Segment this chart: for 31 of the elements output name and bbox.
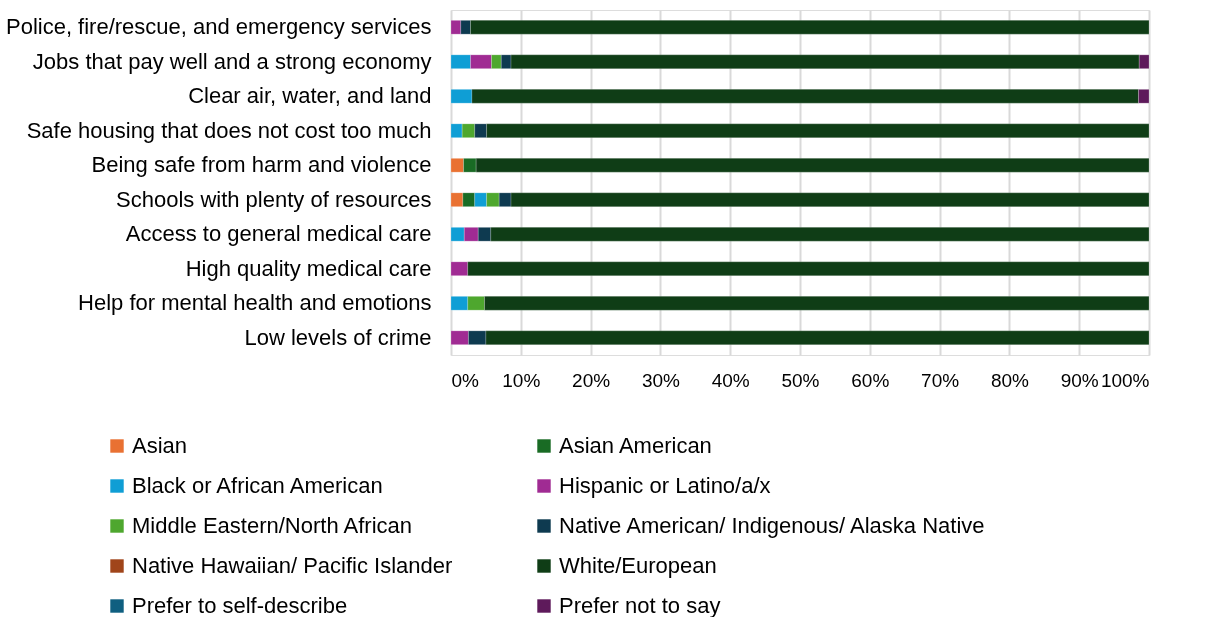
- x-tick-label: 0%: [451, 369, 480, 391]
- x-tick-label: 70%: [921, 369, 960, 391]
- y-tick-label: Jobs that pay well and a strong economy: [32, 48, 432, 74]
- x-tick-label: 90%: [1060, 369, 1099, 391]
- y-tick-label: Access to general medical care: [125, 221, 432, 247]
- legend-label: Prefer not to say: [559, 593, 721, 618]
- y-tick-label: Safe housing that does not cost too much: [26, 117, 432, 143]
- legend-label: Asian American: [559, 433, 712, 458]
- x-tick-label: 30%: [641, 369, 681, 391]
- x-tick-label: 20%: [572, 369, 611, 391]
- legend-label: Native American/ Indigenous/ Alaska Native: [559, 513, 985, 538]
- y-tick-label: High quality medical care: [185, 255, 432, 281]
- x-tick-label: 40%: [711, 369, 750, 391]
- legend-label: Black or African American: [132, 473, 383, 498]
- legend-label: Native Hawaiian/ Pacific Islander: [132, 553, 453, 578]
- y-tick-label: Help for mental health and emotions: [78, 290, 432, 316]
- y-tick-label: Being safe from harm and violence: [91, 152, 432, 178]
- y-tick-label: Low levels of crime: [244, 324, 432, 350]
- x-tick-label: 60%: [851, 369, 890, 391]
- legend-label: White/European: [559, 553, 717, 578]
- y-tick-label: Schools with plenty of resources: [116, 186, 432, 212]
- y-tick-label: Police, fire/rescue, and emergency services: [5, 14, 432, 40]
- x-tick-label: 10%: [502, 369, 541, 391]
- legend-label: Hispanic or Latino/a/x: [559, 473, 771, 498]
- x-tick-label: 100%: [1100, 369, 1150, 391]
- legend-label: Asian: [132, 433, 188, 458]
- y-tick-label: Clear air, water, and land: [188, 83, 432, 109]
- x-tick-label: 50%: [781, 369, 820, 391]
- legend-label: Prefer to self-describe: [132, 593, 348, 618]
- x-tick-label: 80%: [990, 369, 1030, 391]
- legend-label: Middle Eastern/North African: [132, 513, 413, 538]
